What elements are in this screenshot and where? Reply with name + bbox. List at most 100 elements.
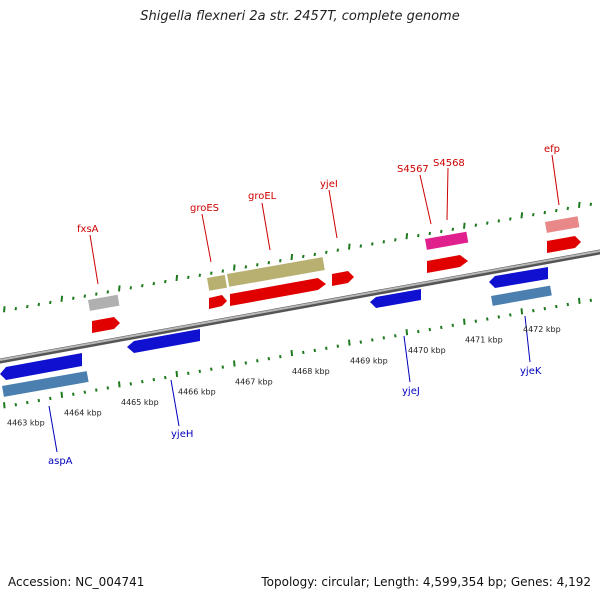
axis-tick-label: 4470 kbp	[408, 346, 446, 355]
S4568-label[interactable]: S4568	[433, 158, 465, 169]
aspA-leader	[48, 405, 58, 453]
efp-label[interactable]: efp	[544, 144, 560, 155]
minor-tick	[106, 290, 110, 294]
minor-tick	[451, 323, 455, 328]
minor-tick	[474, 319, 478, 323]
aspA-label[interactable]: aspA	[48, 456, 73, 467]
upper-tick-row	[3, 201, 593, 313]
minor-tick	[141, 380, 144, 384]
minor-tick	[394, 334, 397, 338]
minor-tick	[256, 263, 259, 267]
yjeJ-gene-arrow[interactable]	[370, 289, 421, 308]
groEL-label[interactable]: groEL	[248, 191, 277, 202]
lower-tick-row	[3, 297, 593, 409]
minor-tick	[428, 327, 432, 332]
yjeK-label[interactable]: yjeK	[520, 366, 542, 377]
major-tick	[578, 297, 581, 304]
minor-tick	[336, 344, 340, 348]
minor-tick	[37, 398, 41, 403]
major-tick	[348, 339, 351, 346]
minor-tick	[359, 244, 363, 248]
minor-tick	[14, 306, 18, 311]
major-tick	[175, 370, 179, 378]
minor-tick	[555, 304, 558, 309]
efp-feature[interactable]	[545, 216, 580, 233]
minor-tick	[72, 296, 75, 300]
S4567-cds-arrow[interactable]	[427, 255, 468, 273]
fxsA-leader	[89, 234, 99, 285]
yjeI-cds-arrow[interactable]	[332, 271, 354, 286]
major-tick	[3, 306, 6, 313]
minor-tick	[37, 302, 41, 307]
minor-tick	[589, 202, 593, 206]
minor-tick	[325, 346, 328, 350]
efp-leader	[551, 154, 560, 206]
minor-tick	[440, 325, 443, 330]
groES-label[interactable]: groES	[190, 203, 219, 214]
yjeH-gene-arrow[interactable]	[127, 329, 200, 353]
minor-tick	[509, 313, 512, 317]
axis-tick-label: 4468 kbp	[292, 367, 330, 376]
S4567-label[interactable]: S4567	[397, 164, 429, 175]
yjeK-leader	[524, 315, 531, 363]
yjeJ-leader	[403, 335, 411, 383]
axis-tick-label: 4466 kbp	[178, 388, 216, 397]
efp-cds-arrow[interactable]	[547, 236, 581, 253]
minor-tick	[210, 367, 213, 371]
minor-tick	[187, 275, 190, 280]
minor-tick	[589, 298, 593, 302]
features-top	[88, 216, 581, 333]
minor-tick	[302, 254, 305, 259]
yjeH-label[interactable]: yjeH	[171, 429, 193, 440]
major-tick	[290, 253, 294, 261]
minor-tick	[532, 213, 535, 217]
minor-tick	[313, 252, 317, 257]
minor-tick	[417, 329, 420, 334]
fxsA-cds-arrow[interactable]	[92, 317, 120, 333]
major-tick	[118, 285, 121, 292]
yjeK-gene-arrow[interactable]	[489, 267, 548, 288]
minor-tick	[141, 284, 144, 288]
major-tick	[348, 243, 351, 250]
minor-tick	[49, 396, 52, 401]
major-tick	[520, 308, 524, 315]
yjeK-feature[interactable]	[491, 285, 552, 306]
groEL-cds-arrow[interactable]	[230, 278, 326, 306]
major-tick	[3, 402, 6, 409]
minor-tick	[509, 217, 512, 221]
minor-tick	[302, 350, 305, 355]
groES-feature[interactable]	[206, 274, 227, 291]
major-tick	[520, 212, 524, 219]
S4567-feature[interactable]	[425, 231, 469, 250]
major-tick	[233, 360, 236, 367]
minor-tick	[164, 279, 167, 284]
minor-tick	[210, 271, 213, 275]
fxsA-label[interactable]: fxsA	[77, 224, 99, 235]
minor-tick	[83, 390, 87, 394]
minor-tick	[382, 240, 386, 244]
minor-tick	[428, 231, 432, 236]
aspA-gene-arrow[interactable]	[0, 353, 82, 380]
minor-tick	[198, 369, 202, 373]
yjeJ-label[interactable]: yjeJ	[402, 386, 420, 397]
minor-tick	[49, 300, 52, 305]
yjeI-label[interactable]: yjeI	[320, 179, 338, 190]
groEL-feature[interactable]	[227, 257, 325, 287]
major-tick	[290, 349, 294, 357]
fxsA-feature[interactable]	[88, 294, 120, 311]
major-tick	[463, 318, 466, 325]
axis-tick-label: 4464 kbp	[64, 408, 102, 417]
minor-tick	[187, 371, 190, 376]
minor-tick	[336, 248, 340, 252]
axis-tick-label: 4471 kbp	[465, 336, 503, 345]
minor-tick	[221, 365, 225, 369]
labels-bottom: aspA yjeH yjeJ yjeK	[48, 315, 542, 467]
minor-tick	[244, 361, 248, 365]
aspA-feature[interactable]	[2, 371, 89, 397]
axis-tick-label: 4465 kbp	[121, 398, 159, 407]
axis-tick-label: 4463 kbp	[7, 419, 45, 428]
minor-tick	[106, 386, 110, 390]
major-tick	[60, 295, 64, 302]
minor-tick	[451, 227, 455, 232]
groES-cds-arrow[interactable]	[209, 295, 227, 309]
